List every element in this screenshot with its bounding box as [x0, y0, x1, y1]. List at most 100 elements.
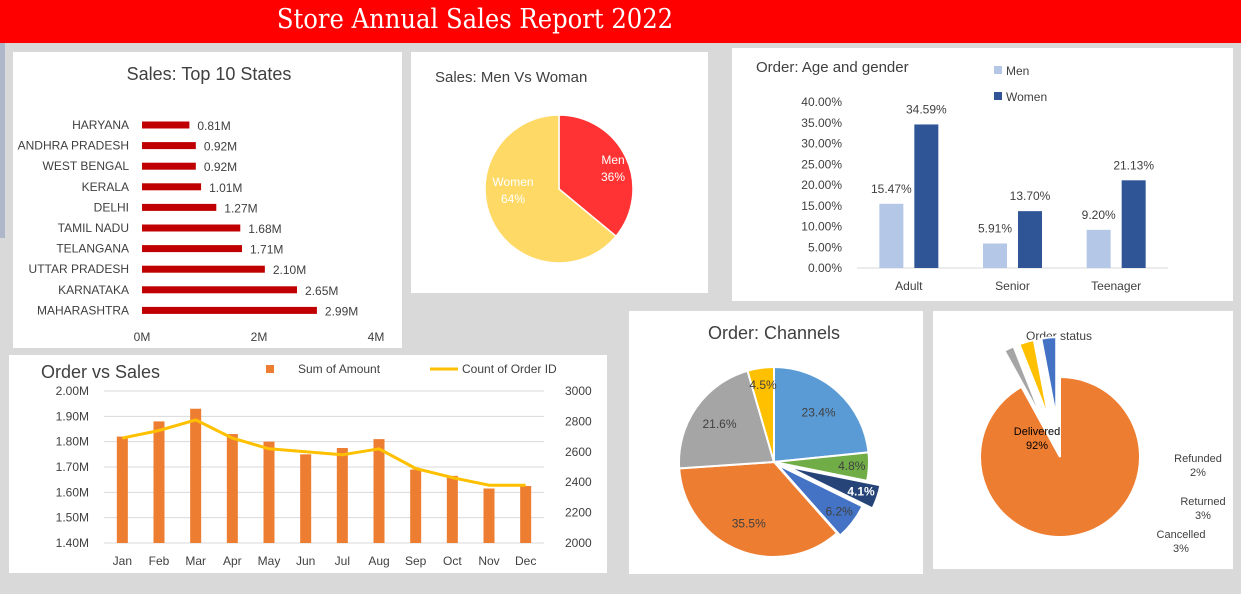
state-label: TAMIL NADU [58, 221, 129, 235]
state-label: TELANGANA [56, 242, 129, 256]
status-chart: Order status Delivered 92% Refunded 2% Retur… [979, 329, 1226, 555]
agegender-legend-label: Men [1006, 64, 1029, 78]
ordersales-bar [520, 486, 532, 543]
state-label: KARNATAKA [58, 283, 129, 297]
ordersales-line [121, 418, 526, 487]
channels-chart-panel: Order: Channels 23.4% 4.8% 4.1% 6.2% 35.5% 21… [629, 311, 923, 574]
agegender-y-tick: 10.00% [801, 220, 842, 234]
channels-slice-label: 35.5% [732, 517, 766, 531]
gender-slice-percent: 36% [601, 170, 625, 184]
left-edge-strip [0, 43, 5, 238]
ordersales-right-tick: 2600 [565, 445, 592, 459]
agegender-bar [914, 124, 939, 268]
gender-chart: Sales: Men Vs Woman Men 36% Women 64% [435, 69, 634, 264]
ordersales-bar [483, 488, 495, 543]
states-x-tick: 4M [368, 330, 385, 344]
ordersales-bar [116, 436, 128, 543]
agegender-value-label: 15.47% [871, 182, 912, 196]
gender-pie-slice [558, 114, 634, 238]
ordersales-chart: Order vs Sales 1.40M 1.50M 1.60M 1.70M 1.80M… [41, 362, 592, 568]
ordersales-bar [226, 434, 238, 543]
state-label: DELHI [94, 200, 129, 214]
agegender-chart-panel: Order: Age and gender 0.00% 5.00% 10.00% 15… [732, 48, 1233, 301]
ordersales-right-tick: 2800 [565, 414, 592, 428]
ordersales-left-tick: 2.00M [56, 384, 89, 398]
agegender-chart: Order: Age and gender 0.00% 5.00% 10.00% 15… [756, 59, 1168, 293]
ordersales-x-tick: Sep [405, 554, 427, 568]
status-pie-slice [1018, 338, 1050, 419]
ordersales-left-tick: 1.50M [56, 511, 89, 525]
channels-pie-slice [773, 365, 870, 464]
status-chart-panel: Order status Delivered 92% Refunded 2% Retur… [933, 311, 1233, 569]
channels-slice-label: 4.8% [838, 459, 866, 473]
agegender-value-label: 5.91% [978, 221, 1012, 235]
channels-slice-label: 21.6% [702, 417, 736, 431]
state-bar [142, 286, 298, 294]
ordersales-x-tick: Jan [113, 554, 132, 568]
ordersales-x-tick: Feb [149, 554, 170, 568]
ordersales-x-tick: Jun [296, 554, 315, 568]
ordersales-bar [300, 454, 312, 543]
channels-pie-slice [773, 451, 870, 482]
ordersales-bar [153, 421, 165, 543]
status-chart-title: Order status [1026, 329, 1092, 343]
state-value-label: 1.01M [209, 181, 242, 195]
ordersales-x-tick: Mar [185, 554, 206, 568]
channels-pie-slice [776, 463, 864, 537]
status-slice-name: Cancelled [1157, 529, 1206, 541]
agegender-y-tick: 40.00% [801, 95, 842, 109]
status-pie-slice [1040, 336, 1058, 418]
ordersales-left-tick: 1.60M [56, 485, 89, 499]
state-bar [142, 142, 196, 150]
gender-slice-name: Men [601, 153, 624, 167]
gender-chart-panel: Sales: Men Vs Woman Men 36% Women 64% [411, 52, 708, 293]
status-slice-percent: 2% [1190, 467, 1206, 479]
state-bar [142, 306, 317, 314]
ordersales-right-tick: 2200 [565, 506, 592, 520]
channels-pie-slice [746, 365, 775, 463]
state-value-label: 2.10M [273, 263, 306, 277]
agegender-value-label: 34.59% [906, 102, 947, 116]
gender-slice-name: Women [492, 175, 533, 189]
status-slice-percent: 3% [1173, 543, 1189, 555]
agegender-value-label: 9.20% [1082, 208, 1116, 222]
report-title: Store Annual Sales Report 2022 [276, 4, 674, 35]
agegender-y-tick: 5.00% [808, 240, 842, 254]
agegender-value-label: 13.70% [1010, 189, 1051, 203]
ordersales-left-tick: 1.40M [56, 536, 89, 550]
report-banner: Store Annual Sales Report 2022 [0, 0, 1241, 43]
state-value-label: 2.99M [325, 304, 358, 318]
agegender-bar [879, 203, 904, 268]
states-x-tick: 2M [251, 330, 268, 344]
status-slice-name: Returned [1180, 496, 1225, 508]
agegender-chart-title: Order: Age and gender [756, 59, 909, 76]
agegender-x-tick: Senior [995, 279, 1030, 293]
agegender-value-label: 21.13% [1113, 158, 1154, 172]
gender-slice-percent: 64% [501, 192, 525, 206]
ordersales-chart-title: Order vs Sales [41, 362, 160, 382]
state-bar [142, 203, 217, 211]
channels-slice-label: 23.4% [802, 406, 836, 420]
channels-slice-label: 4.5% [749, 378, 777, 392]
ordersales-x-tick: Aug [368, 554, 389, 568]
agegender-y-tick: 0.00% [808, 261, 842, 275]
ordersales-x-tick: Dec [515, 554, 536, 568]
ordersales-right-tick: 3000 [565, 384, 592, 398]
state-bar [142, 162, 196, 170]
status-slice-percent: 3% [1195, 510, 1211, 522]
agegender-legend-swatch [994, 92, 1002, 100]
ordersales-bar [410, 469, 422, 543]
state-bar [142, 183, 202, 191]
state-label: ANDHRA PRADESH [18, 139, 129, 153]
agegender-legend-swatch [994, 66, 1002, 74]
channels-pie-slice [678, 460, 839, 558]
ordersales-x-tick: May [258, 554, 281, 568]
state-label: KERALA [82, 180, 129, 194]
status-slice-percent: 92% [1026, 440, 1048, 452]
state-label: HARYANA [72, 118, 129, 132]
ordersales-legend-label: Sum of Amount [298, 362, 381, 376]
ordersales-x-tick: Jul [335, 554, 350, 568]
ordersales-bar [263, 441, 275, 543]
ordersales-x-tick: Oct [443, 554, 462, 568]
state-bar [142, 224, 241, 232]
